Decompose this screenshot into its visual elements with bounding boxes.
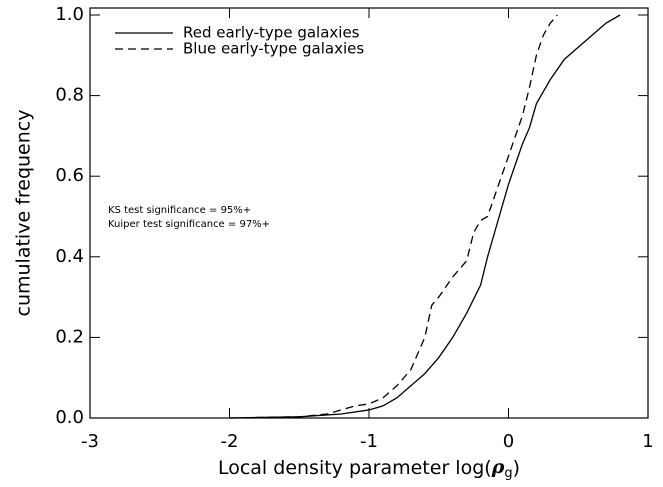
data-line	[229, 14, 558, 419]
x-label-part: g	[504, 466, 512, 481]
y-tick-label: 0.8	[55, 85, 84, 106]
y-tick-label: 0.0	[55, 407, 84, 428]
data-line	[229, 14, 621, 419]
x-label-part: ρ	[491, 456, 505, 478]
y-tick-label: 0.2	[55, 326, 84, 347]
x-tick-label: -1	[360, 431, 378, 452]
x-tick-label: 0	[503, 431, 514, 452]
x-label-part: )	[513, 457, 520, 479]
x-tick-label: -3	[81, 431, 99, 452]
y-tick-label: 0.6	[55, 165, 84, 186]
x-tick-label: 1	[642, 431, 653, 452]
legend-label: Blue early-type galaxies	[183, 40, 364, 58]
legend-label: Red early-type galaxies	[183, 24, 360, 42]
annotation: Kuiper test significance = 97%+	[108, 219, 270, 230]
y-tick-label: 1.0	[55, 4, 84, 25]
annotation: KS test significance = 95%+	[108, 205, 251, 216]
x-axis-label: Local density parameter log(ρg)	[218, 456, 520, 481]
x-tick-label: -2	[221, 431, 239, 452]
y-axis-label: cumulative frequency	[13, 110, 35, 317]
x-label-part: Local density parameter log(	[218, 457, 492, 479]
y-tick-label: 0.4	[55, 246, 84, 267]
